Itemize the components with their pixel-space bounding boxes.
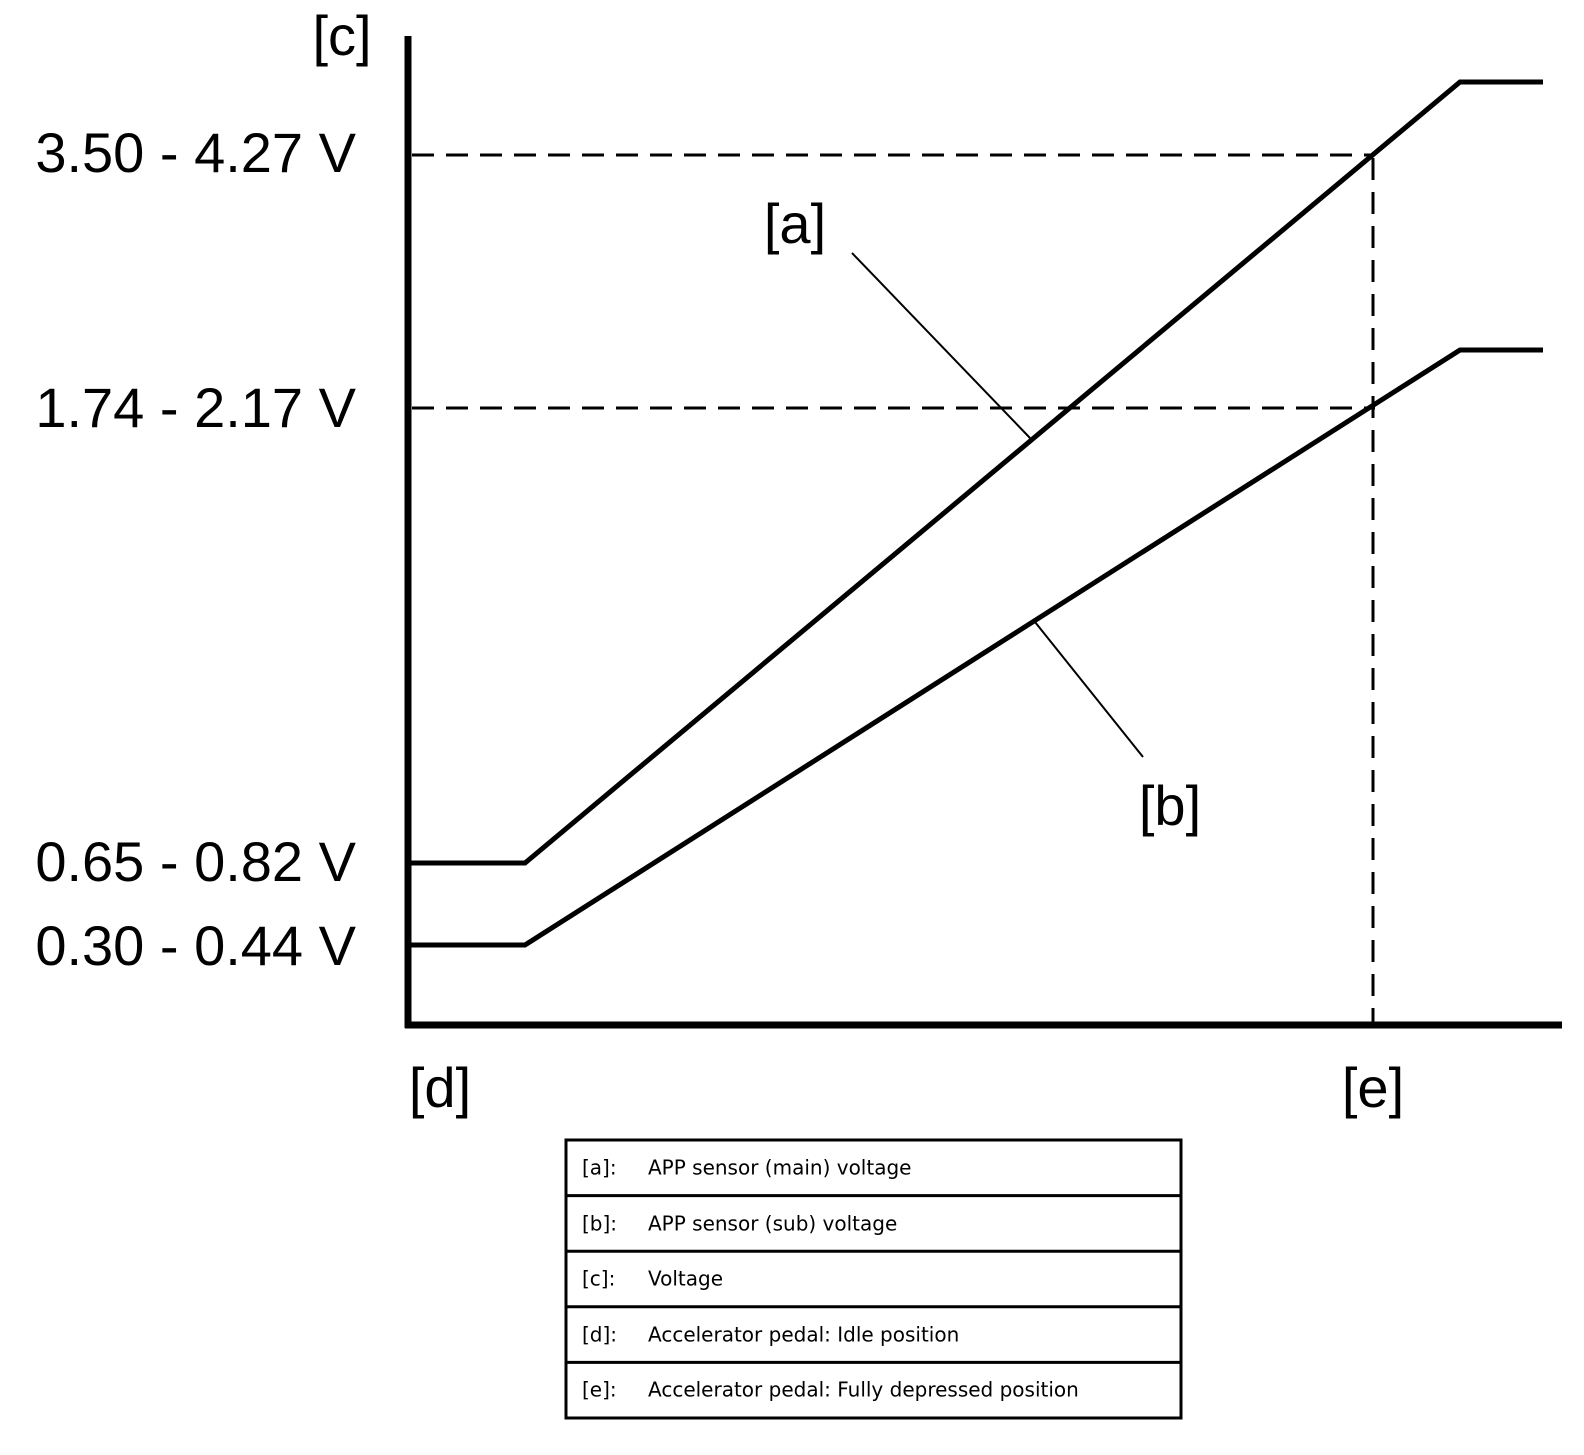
curve-b bbox=[410, 347, 1543, 948]
legend-key: [e]: bbox=[582, 1378, 617, 1402]
voltage-label: 0.65 - 0.82 V bbox=[35, 830, 356, 893]
legend-text: Voltage bbox=[648, 1267, 723, 1291]
voltage-label: 3.50 - 4.27 V bbox=[35, 121, 356, 184]
voltage-label: 0.30 - 0.44 V bbox=[35, 914, 356, 977]
legend-text: APP sensor (sub) voltage bbox=[648, 1212, 897, 1236]
x-start-label: [d] bbox=[409, 1056, 471, 1119]
legend-text: Accelerator pedal: Idle position bbox=[648, 1323, 959, 1347]
legend-border bbox=[564, 1138, 1183, 1420]
curve-label: [a] bbox=[764, 192, 826, 255]
legend-key: [d]: bbox=[582, 1323, 617, 1347]
curve-label: [b] bbox=[1139, 774, 1201, 837]
legend-key: [b]: bbox=[582, 1212, 617, 1236]
voltage-label: 1.74 - 2.17 V bbox=[35, 376, 356, 439]
legend-key: [a]: bbox=[582, 1156, 617, 1180]
y-axis-label: [c] bbox=[312, 4, 371, 67]
curve-a bbox=[410, 79, 1543, 866]
legend-text: Accelerator pedal: Fully depressed posit… bbox=[648, 1378, 1079, 1402]
legend-text: APP sensor (main) voltage bbox=[648, 1156, 911, 1180]
x-end-label: [e] bbox=[1342, 1056, 1404, 1119]
leader-line bbox=[1034, 621, 1144, 758]
legend: [a]: APP sensor (main) voltage [b]: APP … bbox=[564, 1138, 1183, 1420]
legend-key: [c]: bbox=[582, 1267, 615, 1291]
leader-line bbox=[851, 252, 1031, 439]
